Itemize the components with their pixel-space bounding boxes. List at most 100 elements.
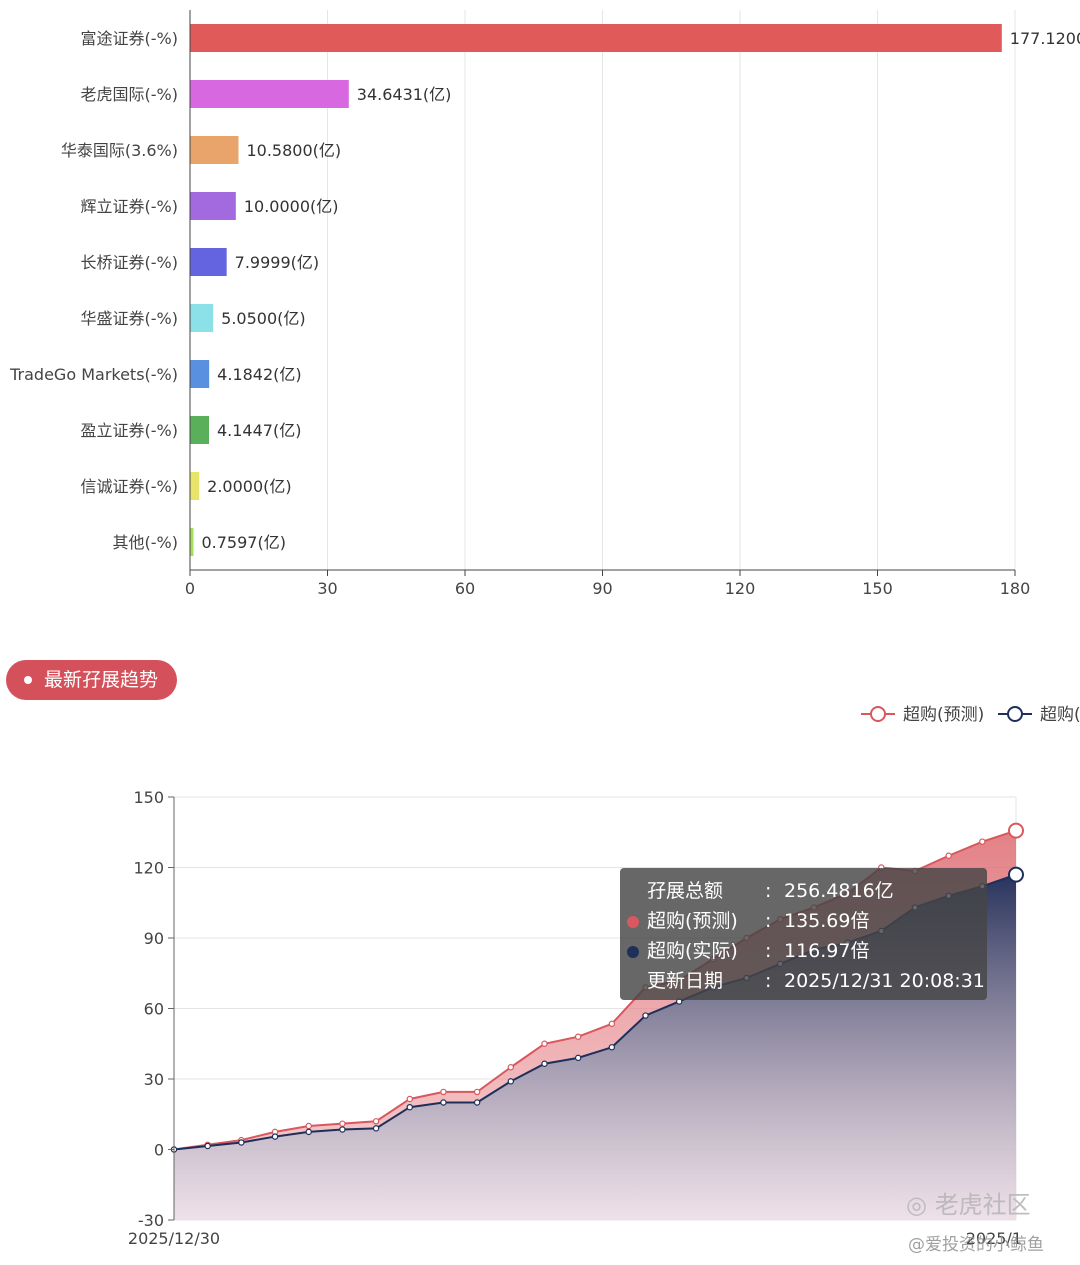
bar-data-label: 10.5800(亿) bbox=[246, 141, 341, 160]
bar-x-tick-label: 120 bbox=[725, 579, 756, 598]
bar-x-tick-label: 90 bbox=[592, 579, 612, 598]
trend-point[interactable] bbox=[473, 1099, 481, 1106]
trend-point[interactable] bbox=[305, 1122, 312, 1130]
trend-point[interactable] bbox=[541, 1060, 548, 1067]
tooltip-colon: : bbox=[765, 970, 772, 992]
trend-point[interactable] bbox=[204, 1142, 211, 1150]
legend-forecast-label[interactable]: 超购(预测) bbox=[903, 705, 984, 725]
section-pill-trend[interactable]: 最新孖展趋势 bbox=[6, 660, 177, 700]
tooltip-value: 135.69倍 bbox=[784, 910, 870, 932]
trend-point[interactable] bbox=[507, 1064, 514, 1071]
bar[interactable] bbox=[190, 416, 209, 444]
watermark-text: 老虎社区 bbox=[934, 1191, 1031, 1219]
tooltip-row-forecast: 超购(预测) : 135.69倍 bbox=[620, 906, 987, 936]
bar[interactable] bbox=[190, 528, 194, 556]
bar-category-label: 信诚证券(-%) bbox=[81, 477, 178, 496]
tooltip-forecast-marker-icon bbox=[627, 916, 639, 928]
trend-point[interactable] bbox=[507, 1078, 514, 1085]
trend-point[interactable] bbox=[945, 852, 952, 859]
tooltip-key: 超购(预测) bbox=[647, 910, 738, 932]
trend-point[interactable] bbox=[305, 1128, 312, 1136]
trend-point[interactable] bbox=[642, 1012, 649, 1019]
tooltip-row-date: 更新日期 : 2025/12/31 20:08:31 bbox=[620, 966, 987, 996]
bar-series[interactable]: 177.1200(亿) 34.6431(亿) 10.5800(亿) 10.0000(亿… bbox=[190, 24, 1080, 556]
bar-x-tick-label: 60 bbox=[455, 579, 475, 598]
tooltip-row-total: 孖展总额 : 256.4816亿 bbox=[620, 876, 987, 906]
legend-actual-label[interactable]: 超购( bbox=[1040, 705, 1080, 725]
trend-y-tick-label: 30 bbox=[144, 1070, 164, 1089]
legend-forecast-icon bbox=[870, 706, 886, 722]
tooltip-value: 116.97倍 bbox=[784, 940, 870, 962]
trend-point[interactable] bbox=[1008, 822, 1024, 839]
tooltip-row-actual: 超购(实际) : 116.97倍 bbox=[620, 936, 987, 966]
bar-category-label: 盈立证券(-%) bbox=[81, 421, 178, 440]
bar-data-label: 4.1842(亿) bbox=[217, 365, 301, 384]
bar-x-tick-label: 30 bbox=[317, 579, 337, 598]
watermark-author: @爱投资的小鲸鱼 bbox=[908, 1235, 1044, 1255]
tooltip-colon: : bbox=[765, 910, 772, 932]
pill-dot-icon bbox=[24, 676, 32, 684]
bar-x-tick-label: 0 bbox=[185, 579, 195, 598]
trend-point[interactable] bbox=[541, 1040, 548, 1047]
bar-data-label: 10.0000(亿) bbox=[244, 197, 339, 216]
bar[interactable] bbox=[190, 304, 214, 332]
bar-data-label: 5.0500(亿) bbox=[221, 309, 305, 328]
trend-y-tick-label: 120 bbox=[133, 859, 164, 878]
tooltip-value: 2025/12/31 20:08:31 bbox=[784, 970, 985, 992]
trend-point[interactable] bbox=[339, 1126, 346, 1133]
bar[interactable] bbox=[190, 472, 200, 500]
bar[interactable] bbox=[190, 136, 239, 164]
trend-point[interactable] bbox=[406, 1104, 413, 1111]
trend-point[interactable] bbox=[574, 1054, 582, 1062]
trend-point[interactable] bbox=[440, 1099, 447, 1106]
bar[interactable] bbox=[190, 360, 210, 388]
bar[interactable] bbox=[190, 24, 1002, 52]
bar-data-label: 177.1200(亿) bbox=[1010, 29, 1080, 48]
tooltip-key: 孖展总额 bbox=[647, 880, 724, 902]
trend-point[interactable] bbox=[608, 1020, 616, 1027]
trend-point[interactable] bbox=[406, 1095, 413, 1103]
trend-y-tick-label: 60 bbox=[144, 1000, 164, 1019]
bar-category-label: 富途证券(-%) bbox=[81, 29, 178, 48]
bar-category-label: 老虎国际(-%) bbox=[81, 85, 178, 104]
trend-point[interactable] bbox=[271, 1133, 279, 1140]
trend-y-tick-label: 150 bbox=[133, 788, 164, 807]
bar-category-label: 长桥证券(-%) bbox=[81, 253, 178, 272]
watermark-logo: ◎ 老虎社区 bbox=[906, 1185, 1031, 1220]
trend-point[interactable] bbox=[372, 1118, 380, 1125]
trend-y-tick-label: -30 bbox=[138, 1211, 164, 1230]
trend-point[interactable] bbox=[473, 1088, 481, 1096]
trend-point[interactable] bbox=[574, 1033, 582, 1040]
bar-x-axis: 0 30 60 90 120 150 180 富途证券(-%) 老虎国际(-%) 华泰国际(3.6… bbox=[9, 10, 1030, 598]
trend-y-tick-label: 90 bbox=[144, 929, 164, 948]
trend-point[interactable] bbox=[1008, 866, 1024, 883]
tooltip-actual-marker-icon bbox=[627, 946, 639, 958]
bar[interactable] bbox=[190, 192, 236, 220]
bar-x-tick-label: 180 bbox=[1000, 579, 1031, 598]
trend-point[interactable] bbox=[608, 1044, 616, 1051]
trend-point[interactable] bbox=[339, 1120, 346, 1127]
section-pill-label: 最新孖展趋势 bbox=[44, 669, 159, 691]
bar-data-label: 0.7597(亿) bbox=[201, 533, 285, 552]
bar-category-label: 其他(-%) bbox=[113, 533, 178, 552]
bar-data-label: 7.9999(亿) bbox=[235, 253, 319, 272]
trend-point[interactable] bbox=[238, 1139, 245, 1146]
bar-gridlines bbox=[327, 10, 1016, 570]
trend-x-last-label: 2025/1 bbox=[966, 1229, 1022, 1248]
bar[interactable] bbox=[190, 248, 227, 276]
trend-point[interactable] bbox=[372, 1125, 380, 1132]
tooltip-key: 更新日期 bbox=[647, 970, 724, 992]
bar-data-label: 2.0000(亿) bbox=[207, 477, 291, 496]
bar[interactable] bbox=[190, 80, 349, 108]
tooltip-colon: : bbox=[765, 940, 772, 962]
chart-tooltip: 孖展总额 : 256.4816亿 超购(预测) : 135.69倍 超购(实际)… bbox=[620, 868, 987, 1000]
watermark-icon: ◎ bbox=[906, 1191, 927, 1219]
bar-category-label: 华盛证券(-%) bbox=[81, 309, 178, 328]
trend-x-first-label: 2025/12/30 bbox=[128, 1229, 220, 1248]
trend-legend[interactable]: 超购(预测) 超购( bbox=[861, 705, 1080, 725]
trend-point[interactable] bbox=[979, 838, 986, 845]
bar-x-tick-label: 150 bbox=[862, 579, 893, 598]
bar-category-label: TradeGo Markets(-%) bbox=[9, 365, 178, 384]
tooltip-value: 256.4816亿 bbox=[784, 880, 894, 902]
trend-point[interactable] bbox=[440, 1088, 447, 1096]
